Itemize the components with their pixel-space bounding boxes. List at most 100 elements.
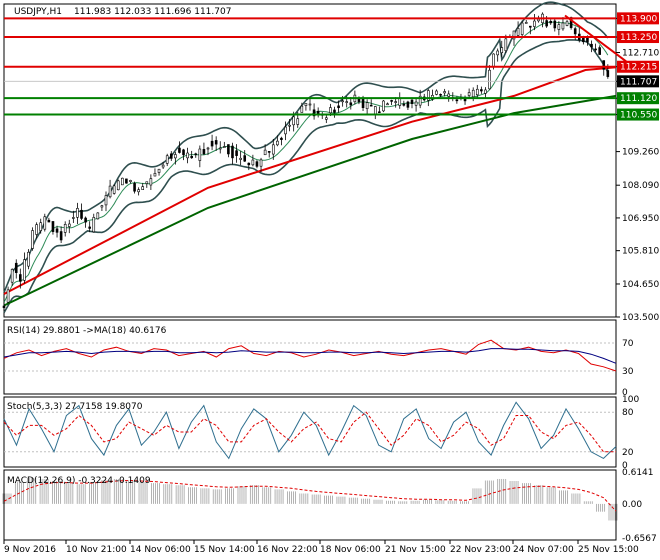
- candle-body: [365, 102, 369, 110]
- candle-body: [19, 274, 22, 282]
- stoch-tick-label: 0: [622, 461, 628, 471]
- candle-body: [341, 100, 344, 103]
- candle-body: [602, 60, 606, 70]
- price-tick-label: 109.260: [622, 148, 659, 158]
- candle-body: [369, 104, 373, 107]
- candle-body: [304, 103, 308, 106]
- candle-body: [27, 251, 30, 267]
- candle-body: [533, 20, 536, 27]
- candle-body: [573, 28, 577, 35]
- candle-body: [329, 107, 332, 114]
- candle-body: [545, 20, 548, 27]
- candle-body: [125, 178, 128, 184]
- x-tick-label: 18 Nov 06:00: [320, 545, 381, 555]
- level-tag: [617, 31, 659, 44]
- candle-body: [292, 116, 295, 126]
- stoch-tick-label: 20: [622, 448, 634, 458]
- candle-body: [59, 231, 63, 241]
- level-tag-label: 110.550: [620, 111, 657, 121]
- candle-body: [529, 25, 532, 28]
- candle-body: [520, 22, 524, 35]
- candle-body: [512, 30, 516, 40]
- candle-body: [447, 93, 451, 97]
- candle-body: [349, 102, 353, 106]
- candle-body: [72, 217, 75, 219]
- candle-body: [267, 151, 271, 153]
- candle-body: [35, 224, 38, 235]
- candle-body: [373, 106, 377, 115]
- stoch-tick-label: 80: [622, 408, 634, 418]
- current-price-label: 111.707: [620, 77, 657, 87]
- candle-body: [606, 70, 610, 77]
- candle-body: [259, 159, 263, 167]
- stoch-panel: [3, 396, 617, 468]
- macd-tick-label: 0.00: [622, 500, 642, 510]
- candle-body: [475, 88, 479, 96]
- candle-body: [174, 154, 177, 159]
- price-header-ohlc: 111.983 112.033 111.696 111.707: [74, 7, 231, 17]
- candle-body: [500, 47, 504, 54]
- sma-fast-line: [3, 66, 617, 295]
- candle-body: [484, 89, 487, 94]
- candle-body: [76, 208, 79, 218]
- candle-body: [92, 217, 96, 233]
- level-tag-label: 111.120: [620, 94, 657, 104]
- candle-body: [333, 109, 336, 113]
- price-tick-label: 106.950: [622, 214, 659, 224]
- candle-body: [145, 181, 149, 184]
- level-tag: [617, 60, 659, 73]
- x-tick-label: 10 Nov 21:00: [66, 545, 127, 555]
- candle-body: [198, 148, 202, 161]
- x-tick-label: 21 Nov 15:00: [385, 545, 446, 555]
- rsi-ma-line: [3, 348, 617, 364]
- candle-body: [67, 223, 71, 227]
- candle-body: [100, 205, 104, 208]
- candle-body: [471, 89, 475, 98]
- candle-body: [582, 37, 585, 43]
- candle-body: [492, 53, 495, 68]
- candle-body: [418, 95, 422, 106]
- x-tick-label: 9 Nov 2016: [4, 545, 56, 555]
- trend-line: [564, 14, 627, 63]
- candle-body: [435, 90, 438, 95]
- stoch-signal-line: [3, 411, 616, 453]
- candle-body: [10, 269, 14, 283]
- price-header-symbol: USDJPY,H1: [14, 7, 62, 17]
- candle-body: [467, 92, 471, 96]
- candle-body: [271, 144, 275, 155]
- candle-body: [414, 101, 418, 106]
- candle-body: [488, 69, 491, 90]
- candle-body: [14, 262, 18, 273]
- macd-signal-line: [3, 479, 617, 512]
- candle-body: [121, 177, 124, 186]
- candle-body: [218, 147, 222, 150]
- candle-body: [280, 137, 283, 140]
- candle-body: [296, 118, 300, 125]
- candle-body: [386, 103, 389, 106]
- candle-body: [186, 152, 189, 159]
- candle-body: [557, 24, 561, 30]
- candle-body: [165, 155, 169, 164]
- candle-body: [137, 189, 140, 193]
- macd-tick-label: 0.6141: [622, 468, 654, 478]
- candle-body: [227, 144, 230, 155]
- x-tick-label: 16 Nov 22:00: [257, 545, 318, 555]
- candle-body: [133, 183, 136, 192]
- candle-body: [63, 224, 67, 233]
- candle-body: [23, 259, 26, 281]
- candle-body: [239, 157, 242, 160]
- x-tick-label: 24 Nov 07:00: [513, 545, 574, 555]
- candle-body: [214, 140, 218, 145]
- candle-body: [300, 105, 304, 113]
- candle-body: [112, 185, 116, 194]
- candle-body: [47, 219, 51, 223]
- candle-body: [255, 161, 259, 167]
- price-panel: [3, 3, 617, 318]
- candle-body: [43, 216, 47, 230]
- candle-body: [84, 217, 87, 223]
- candle-body: [496, 50, 499, 56]
- candle-body: [31, 230, 34, 249]
- candle-body: [88, 226, 91, 229]
- candle-body: [247, 162, 251, 166]
- candle-body: [55, 228, 59, 233]
